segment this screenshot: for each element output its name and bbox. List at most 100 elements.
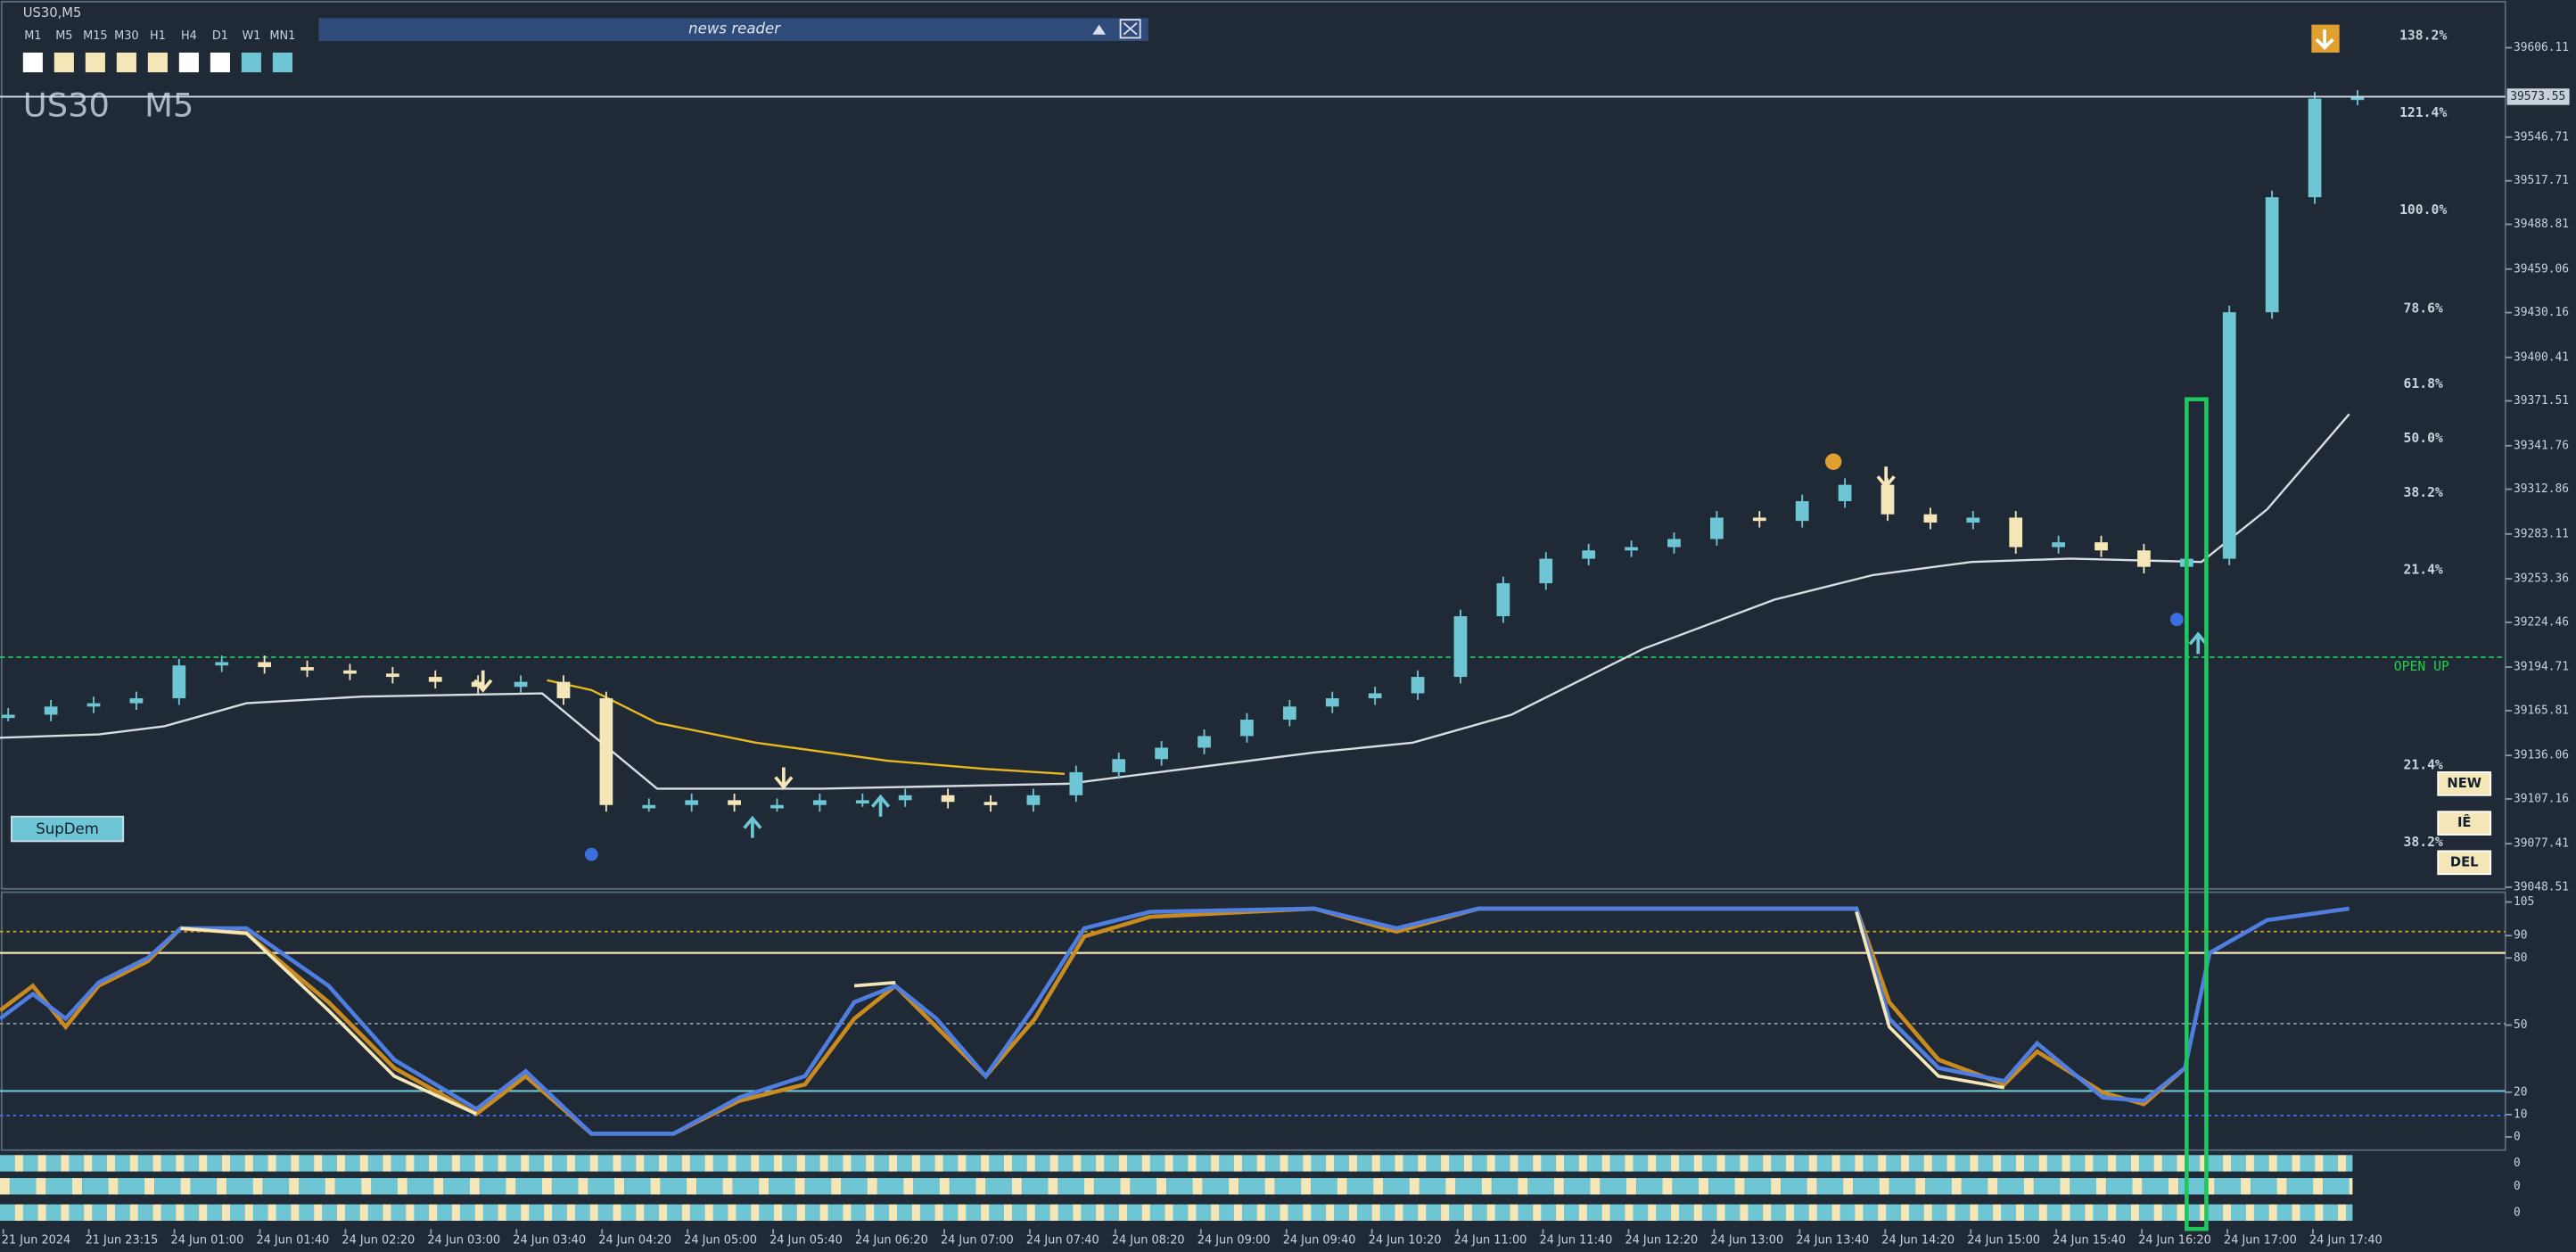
fib-levels: 138.2% 121.4% 100.0% 78.6% 61.8% 50.0% 38.2% 21… [2399, 29, 2447, 851]
signal-dot [1824, 453, 1842, 470]
price-tick-label: 39253.36 [2514, 572, 2569, 586]
bar-row [0, 1178, 2353, 1195]
object-button[interactable] [2437, 771, 2492, 796]
news-reader-title: news reader [688, 21, 781, 37]
timeframe-label: M5 [55, 29, 72, 43]
fib-label: 61.8% [2403, 376, 2442, 391]
candle [1923, 514, 1938, 523]
close-icon-x [1123, 22, 1138, 36]
candle [898, 795, 912, 801]
timeframe-button[interactable] [53, 52, 74, 73]
timeframe-bar: M1 M5 M15 M30 H1 H4 D1 W1 MN1 [22, 29, 295, 73]
timeframe-button[interactable] [178, 52, 199, 73]
candle [300, 667, 314, 671]
timeframe-label: M1 [24, 29, 41, 43]
time-tick-label: 24 Jun 05:00 [684, 1234, 757, 1248]
candle [1881, 484, 1895, 515]
price-tick-label: 39371.51 [2514, 394, 2569, 408]
period: M5 [144, 86, 193, 124]
candle [2265, 197, 2279, 313]
time-tick-label: 21 Jun 2024 [2, 1234, 70, 1248]
bar-row-label: 0 [2514, 1157, 2521, 1170]
fib-label: 50.0% [2403, 431, 2442, 446]
object-button[interactable] [2437, 850, 2492, 876]
price-tick-label: 39283.11 [2514, 527, 2569, 540]
price-tick-label: 39048.51 [2514, 880, 2569, 894]
timeframe-button[interactable] [210, 52, 230, 73]
timeframe-button[interactable] [272, 52, 292, 73]
candle [258, 662, 272, 668]
time-tick-label: 24 Jun 07:00 [941, 1234, 1014, 1248]
timeframe-label: D1 [212, 29, 228, 43]
fib-label: 38.2% [2403, 485, 2442, 500]
up-arrow [743, 815, 762, 838]
candle [44, 706, 58, 715]
close-icon[interactable] [1119, 19, 1141, 39]
time-tick-label: 24 Jun 08:20 [1112, 1234, 1185, 1248]
collapse-icon[interactable] [1092, 24, 1106, 35]
supdem-button[interactable] [10, 815, 125, 843]
price-tick-label: 39077.41 [2514, 837, 2569, 851]
supdem-label: SupDem [36, 820, 99, 837]
object-button[interactable] [2437, 811, 2492, 836]
candle [1582, 550, 1596, 559]
bar-row [0, 1204, 2353, 1221]
price-tick-label: 39107.16 [2514, 792, 2569, 805]
candle [941, 795, 955, 803]
timeframe-button[interactable] [241, 52, 261, 73]
candle [2222, 312, 2236, 559]
candle [1112, 759, 1126, 772]
candle [599, 698, 613, 805]
time-tick-label: 24 Jun 04:20 [598, 1234, 671, 1248]
time-tick-label: 21 Jun 23:15 [86, 1234, 159, 1248]
candle [1539, 558, 1553, 584]
candle [1453, 616, 1468, 678]
object-button-label: NEW [2447, 776, 2481, 791]
oscillator-axis: 105 90 80 50 20 10 0 0 0 0 [2505, 895, 2534, 1219]
price-tick-label: 39341.76 [2514, 439, 2569, 452]
oscillator-tick-label: 90 [2514, 929, 2528, 943]
candle [770, 804, 784, 809]
time-tick-label: 24 Jun 17:00 [2224, 1234, 2297, 1248]
price-axis: 39606.11 39546.71 39517.71 39488.81 39459.06… [0, 41, 2570, 894]
fib-label: 21.4% [2403, 758, 2442, 773]
timeframe-label: M15 [83, 29, 108, 43]
timeframe-label: MN1 [269, 29, 295, 43]
candle [1667, 539, 1681, 548]
down-arrow [2315, 29, 2334, 51]
candle [1026, 795, 1041, 805]
candle [514, 681, 528, 688]
object-button-label: IÊ [2457, 815, 2472, 830]
timeframe-label: M30 [114, 29, 139, 43]
signal-dot [584, 847, 598, 861]
news-reader-panel[interactable] [318, 18, 1148, 42]
time-tick-label: 24 Jun 03:40 [513, 1234, 586, 1248]
time-tick-label: 24 Jun 09:40 [1283, 1234, 1356, 1248]
timeframe-button[interactable] [85, 52, 105, 73]
timeframe-button[interactable] [147, 52, 168, 73]
candles [1, 90, 2365, 812]
price-tick-label: 39488.81 [2514, 218, 2569, 231]
candle [1625, 547, 1638, 551]
timeframe-label: W1 [242, 29, 260, 43]
candle [215, 662, 229, 666]
timeframe-button[interactable] [22, 52, 43, 73]
up-arrow [2188, 631, 2208, 655]
time-tick-label: 24 Jun 15:40 [2053, 1234, 2126, 1248]
moving-average [0, 413, 2350, 790]
oscillator-tick-label: 80 [2514, 951, 2528, 965]
timeframe-button[interactable] [116, 52, 136, 73]
oscillator-tick-label: 105 [2514, 895, 2534, 909]
candle [642, 804, 656, 809]
candle [2009, 517, 2023, 548]
oscillator-tick-label: 10 [2514, 1108, 2528, 1121]
candle [2350, 96, 2365, 101]
candle [1155, 747, 1168, 760]
candle [172, 665, 186, 699]
price-tick-label: 39312.86 [2514, 482, 2569, 496]
oscillator-tick-label: 0 [2514, 1131, 2521, 1144]
candle [1966, 517, 1980, 523]
time-tick-label: 24 Jun 16:20 [2138, 1234, 2211, 1248]
candle [1069, 771, 1083, 795]
